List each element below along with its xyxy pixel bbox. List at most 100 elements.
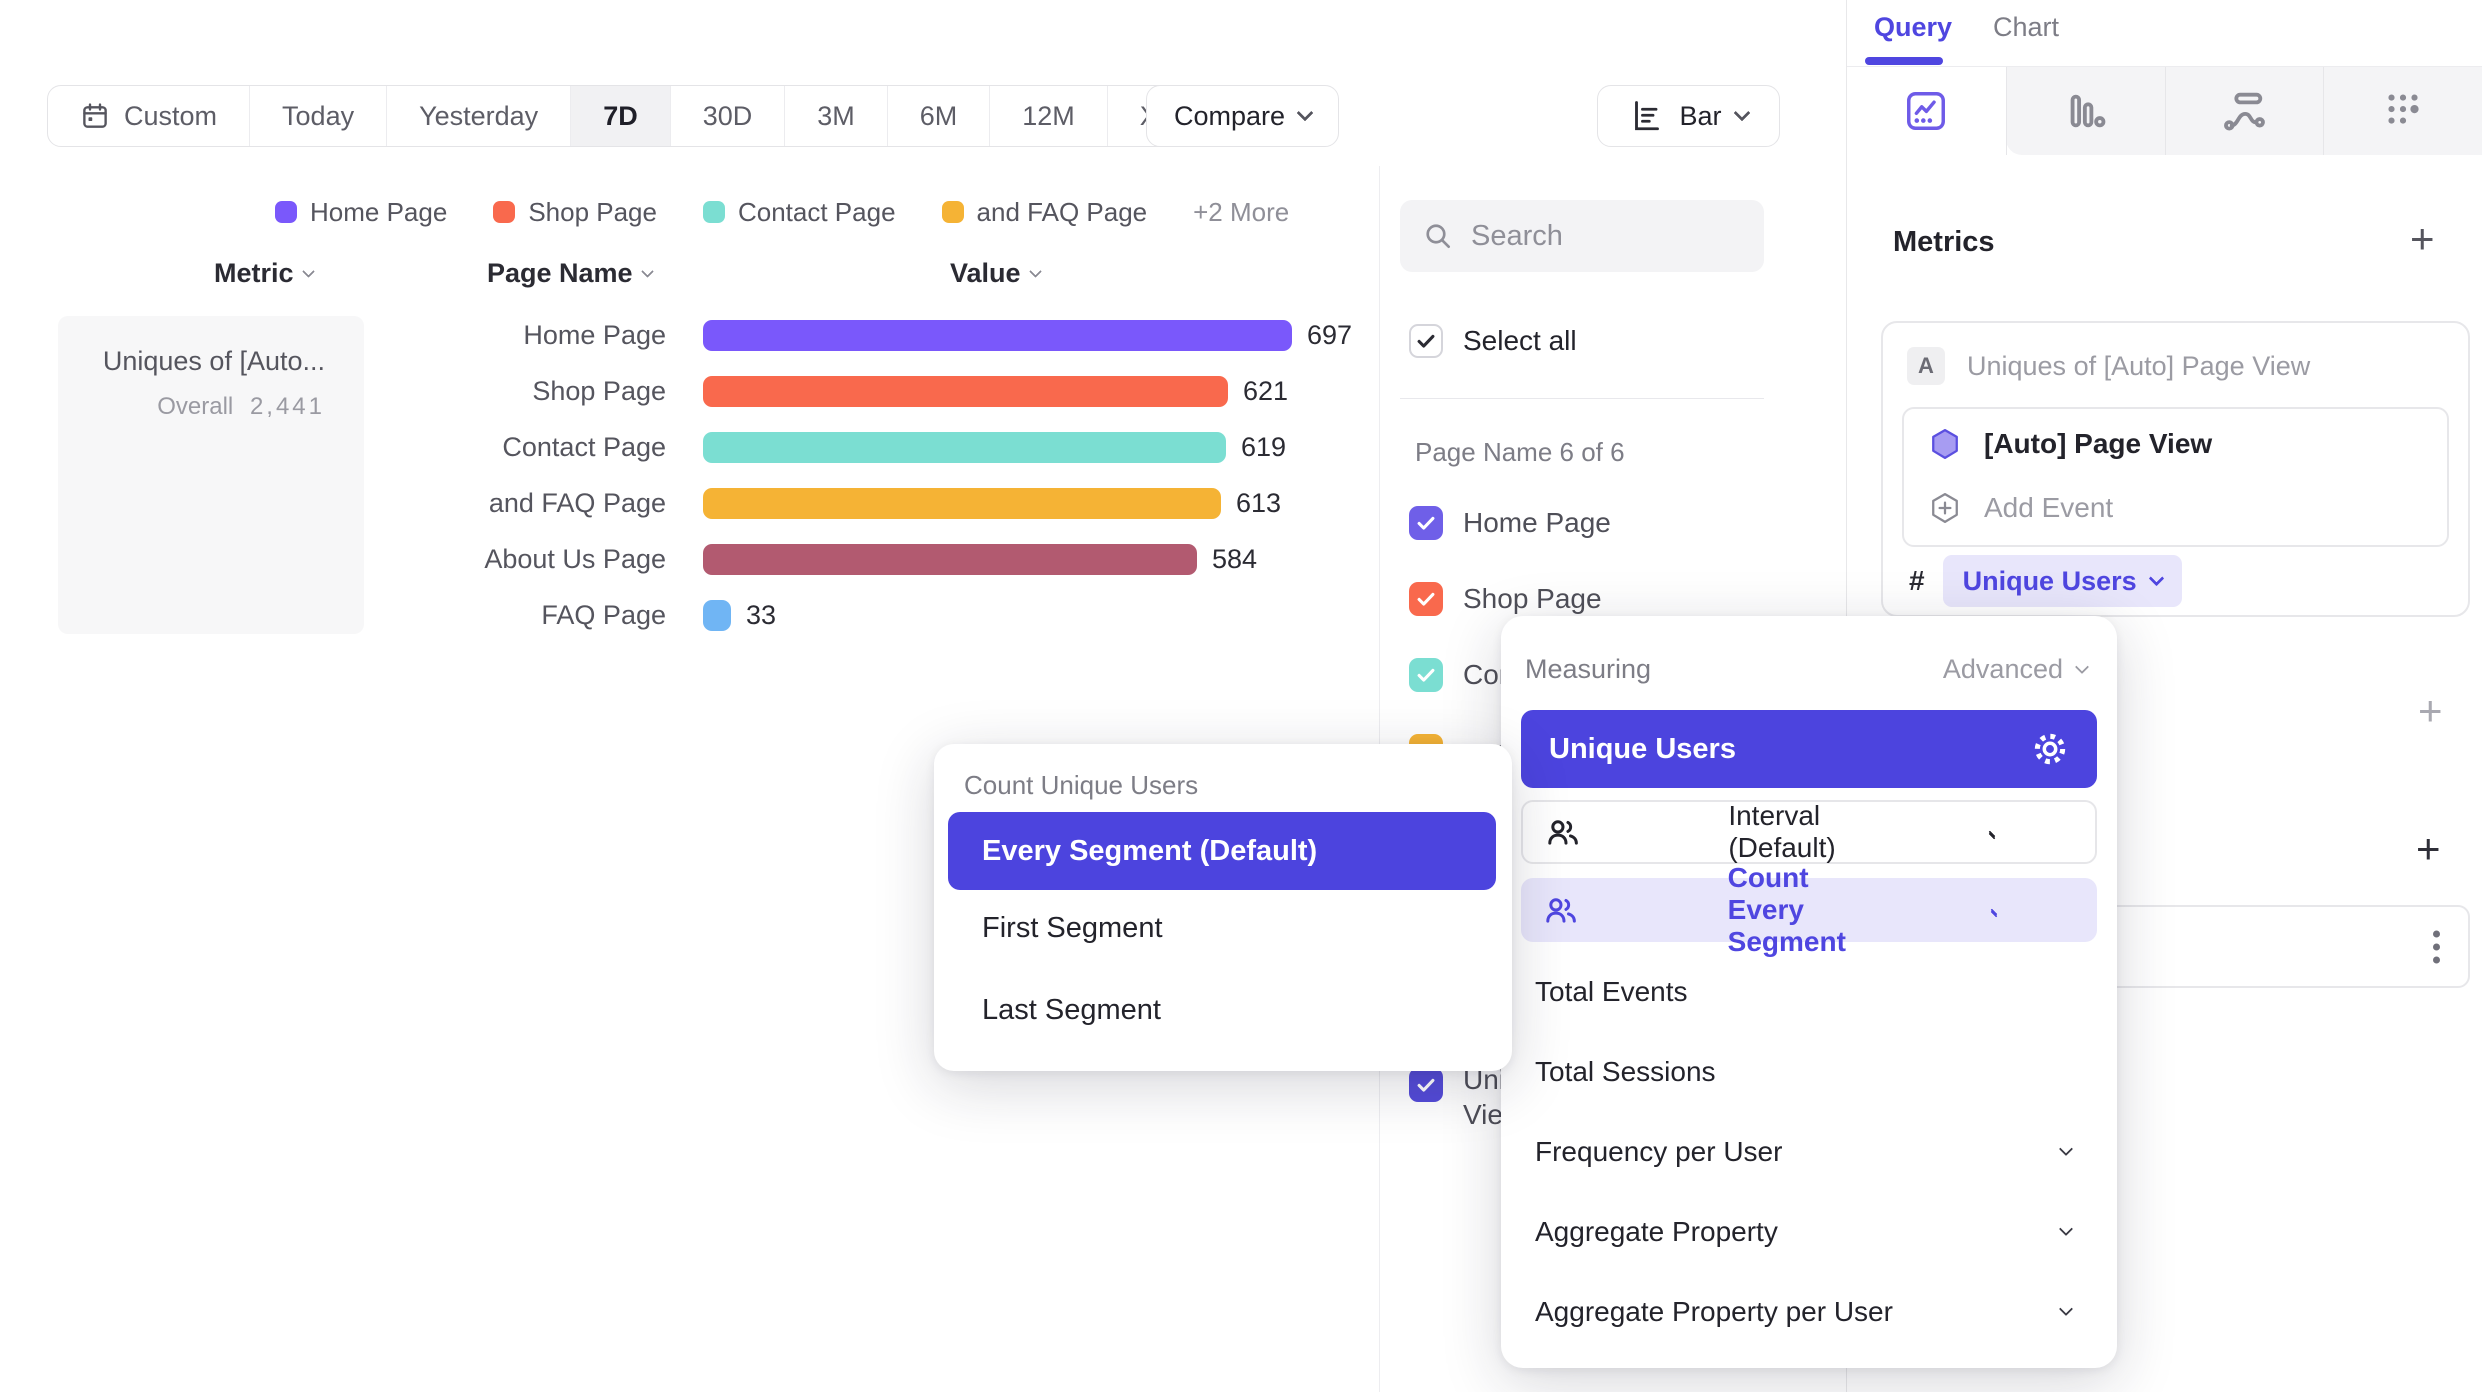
bar-chart: Home Page 697 Shop Page 621 Contact Page 619 a… (0, 307, 1352, 643)
bar[interactable] (703, 599, 731, 631)
add-event-row[interactable]: Add Event (1928, 491, 2113, 525)
segment-label: Shop Page (1463, 583, 1602, 614)
event-card: [Auto] Page View Add Event (1902, 407, 2449, 547)
search-input[interactable]: Search (1400, 200, 1764, 272)
active-tab-underline (1865, 57, 1943, 65)
metric-legend-checkbox[interactable] (1409, 1068, 1443, 1102)
measuring-popup: Measuring Advanced Unique Users Interval… (1501, 616, 2117, 1368)
legend-swatch (941, 201, 964, 223)
select-all-row[interactable]: Select all (1409, 324, 1577, 358)
tab-query[interactable]: Query (1874, 12, 1953, 42)
divider-horizontal (1847, 66, 2482, 67)
measuring-popup-title: Measuring (1525, 654, 1652, 684)
tab-chart[interactable]: Chart (1993, 12, 2060, 42)
measuring-options-list: Total Events Total Sessions Frequency per … (1501, 952, 2117, 1352)
segment-label: Home Page (1463, 507, 1611, 538)
add-breakdown-button[interactable]: + (2416, 825, 2441, 872)
measuring-option-frequency-per-user[interactable]: Frequency per User (1501, 1112, 2117, 1192)
gear-icon[interactable] (2031, 730, 2069, 768)
column-header-page-name[interactable]: Page Name (487, 258, 654, 289)
segment-checkbox[interactable] (1409, 506, 1443, 540)
bar-label: and FAQ Page (488, 487, 666, 518)
metric-cell[interactable]: Uniques of [Auto... Overall 2,441 (58, 316, 364, 634)
count-every-segment-selector[interactable]: Count Every Segment (1521, 862, 2097, 957)
date-range-6m[interactable]: 6M (888, 86, 991, 146)
event-name: [Auto] Page View (1984, 428, 2213, 459)
add-filter-button[interactable]: + (2418, 687, 2443, 734)
metric-summary-row: A Uniques of [Auto] Page View (1907, 347, 2310, 385)
date-range-12m[interactable]: 12M (990, 86, 1108, 146)
bar[interactable] (703, 319, 1292, 351)
counting-method-dropdown[interactable]: Unique Users (1942, 555, 2182, 607)
add-event-hexagon-icon (1928, 491, 1962, 525)
measuring-option-total-sessions[interactable]: Total Sessions (1535, 1056, 1716, 1087)
chart-row: Home Page 697 (0, 307, 1352, 363)
segment-option-last-segment[interactable]: Last Segment (982, 994, 1161, 1026)
event-row[interactable]: [Auto] Page View (1928, 427, 2212, 461)
segment-option-first-segment[interactable]: First Segment (982, 912, 1163, 944)
chart-row: About Us Page 584 (0, 531, 1352, 587)
bar-value: 697 (1307, 319, 1353, 350)
bar-label: Home Page (523, 319, 666, 350)
tab-retention[interactable] (2323, 67, 2482, 155)
advanced-dropdown[interactable]: Advanced (1943, 654, 2090, 685)
segment-option-every-segment[interactable]: Every Segment (Default) (948, 812, 1496, 890)
date-range-control: CustomTodayYesterday7D30D3M6M12MXTD (47, 85, 1253, 147)
chevron-down-icon (1733, 104, 1751, 122)
bar-value: 621 (1243, 375, 1289, 406)
date-range-7d[interactable]: 7D (571, 86, 671, 146)
segment-section-label: Page Name 6 of 6 (1415, 437, 1625, 467)
select-all-label: Select all (1463, 325, 1577, 356)
date-range-30d[interactable]: 30D (671, 86, 786, 146)
tab-flows[interactable] (2164, 67, 2324, 155)
chart-legend: Home Page Shop Page Contact Page and FAQ Pa… (275, 196, 1289, 228)
legend-label: and FAQ Page (976, 196, 1148, 227)
chart-row: Shop Page 621 (0, 363, 1352, 419)
date-range-custom[interactable]: Custom (48, 86, 251, 146)
date-range-3m[interactable]: 3M (785, 86, 888, 146)
interval-selector[interactable]: Interval (Default) (1521, 800, 2097, 864)
users-icon (1545, 814, 1706, 850)
tab-funnels[interactable] (2005, 67, 2165, 155)
overall-value: 2,441 (249, 393, 325, 420)
stepper-icon[interactable] (1912, 907, 2075, 918)
legend-item[interactable]: Contact Page (702, 197, 896, 228)
add-event-label: Add Event (1984, 492, 2114, 523)
bar[interactable] (703, 487, 1221, 519)
date-range-today[interactable]: Today (250, 86, 388, 146)
select-all-checkbox[interactable] (1409, 324, 1443, 358)
legend-item[interactable]: Home Page (275, 197, 447, 228)
date-range-yesterday[interactable]: Yesterday (387, 86, 572, 146)
chart-type-tabs (1847, 67, 2482, 155)
add-metric-button[interactable]: + (2410, 215, 2435, 262)
measuring-option-aggregate-property[interactable]: Aggregate Property (1501, 1192, 2117, 1272)
metric-card[interactable]: A Uniques of [Auto] Page View [Auto] Pag… (1881, 321, 2470, 617)
segment-row[interactable]: Home Page (1409, 485, 1647, 561)
segment-checkbox[interactable] (1409, 658, 1443, 692)
bar[interactable] (703, 375, 1228, 407)
calendar-icon (80, 101, 110, 131)
stepper-icon[interactable] (1912, 829, 2073, 840)
compare-button[interactable]: Compare (1146, 85, 1339, 147)
column-header-metric[interactable]: Metric (214, 258, 315, 289)
bar[interactable] (703, 431, 1226, 463)
column-header-value[interactable]: Value (950, 258, 1042, 289)
legend-item[interactable]: Shop Page (493, 197, 657, 228)
segment-checkbox[interactable] (1409, 582, 1443, 616)
legend-label: Shop Page (528, 196, 657, 227)
chevron-down-icon (2058, 1221, 2074, 1237)
measuring-option-total-events[interactable]: Total Events (1535, 976, 1688, 1007)
chart-row: and FAQ Page 613 (0, 475, 1352, 531)
measuring-option-unique-users[interactable]: Unique Users (1521, 710, 2097, 788)
segment-row[interactable]: Shop Page (1409, 561, 1647, 637)
segment-popup-title: Count Unique Users (964, 770, 1199, 800)
kebab-menu-icon[interactable] (2433, 930, 2440, 963)
bar[interactable] (703, 543, 1197, 575)
chevron-down-icon (301, 265, 315, 278)
legend-item[interactable]: and FAQ Page (941, 196, 1148, 228)
legend-more[interactable]: +2 More (1193, 196, 1290, 227)
measuring-option-aggregate-property-per-user[interactable]: Aggregate Property per User (1501, 1272, 2117, 1352)
tab-insights[interactable] (1847, 67, 2006, 155)
chart-type-button[interactable]: Bar (1597, 85, 1780, 147)
insights-icon (1907, 92, 1946, 130)
